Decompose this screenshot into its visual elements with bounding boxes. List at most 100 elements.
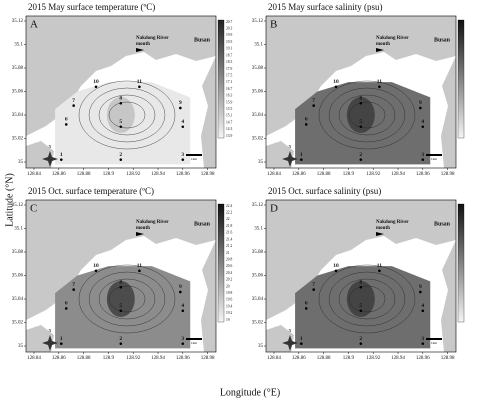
station	[181, 125, 185, 129]
station-label: 1	[300, 152, 303, 158]
station	[378, 269, 381, 273]
colorbar-label: 20.6	[226, 264, 232, 268]
colorbar-label: 19	[226, 318, 230, 322]
map-panel: 2015 May surface salinity (psu) 1 2 3 4 5 6 7 8 9…	[252, 2, 465, 177]
y-tick-label: 35.02	[12, 137, 24, 142]
y-tick-label: 35.06	[252, 90, 264, 95]
colorbar-label: 14.7	[226, 120, 232, 124]
land	[26, 16, 216, 136]
station	[64, 123, 68, 126]
contour-line	[98, 94, 156, 136]
y-axis-label: Latitude (°N)	[4, 173, 15, 227]
station	[119, 285, 123, 289]
colorbar-label: 21.2	[226, 244, 232, 248]
station-label: 4	[421, 303, 424, 309]
scale-label: 1km	[431, 341, 438, 345]
contour-line	[108, 285, 146, 313]
colorbar-label: 17.9	[226, 67, 232, 71]
y-tick-label: 35	[18, 160, 24, 165]
station	[119, 158, 123, 161]
map-frame	[265, 15, 457, 169]
x-tick-label: 128.84	[267, 356, 281, 361]
map: 1 2 3 4 5 6 7 8 9 10 11	[26, 16, 216, 168]
city-label: Busan	[194, 37, 211, 43]
x-tick-label: 128.86	[292, 172, 306, 177]
map: 1 2 3 4 5 6 7 8 9 10 11	[26, 200, 216, 352]
colorbar-label: 15.9	[226, 100, 232, 104]
station-label: 10	[333, 79, 339, 85]
station-label: 9	[179, 100, 182, 106]
station	[419, 290, 422, 294]
station-label: 10	[93, 79, 99, 85]
contour-line	[108, 101, 146, 129]
y-tick-label: 35	[18, 344, 24, 349]
river-arrow	[136, 48, 144, 52]
colorbar-label: 21.8	[226, 224, 232, 228]
colorbar-label: 19.5	[226, 40, 232, 44]
panel-title: 2015 May surface salinity (psu)	[268, 2, 382, 12]
map-panel: 2015 Oct. surface salinity (psu) 1 2 3 4 5 6 7 8…	[252, 186, 465, 361]
station-label: 7	[312, 98, 315, 104]
x-tick-label: 128.98	[201, 172, 215, 177]
land	[266, 200, 456, 320]
station	[64, 307, 68, 310]
panel-title: 2015 May surface temperature (ºC)	[28, 2, 155, 12]
y-tick-label: 35.02	[252, 321, 264, 326]
colorbar-label: 20.2	[226, 278, 232, 282]
city-label: Busan	[194, 221, 211, 227]
x-tick-label: 128.98	[441, 356, 455, 361]
contour-line	[318, 264, 416, 334]
station-label: 7	[312, 282, 315, 288]
compass-label: N	[289, 144, 292, 149]
y-tick-label: 35.04	[252, 297, 264, 302]
station	[359, 285, 363, 289]
x-tick-label: 128.96	[416, 172, 430, 177]
compass-label: N	[49, 328, 52, 333]
colorbar-label: 21.4	[226, 237, 232, 241]
panel-letter: A	[30, 19, 38, 31]
contour-line	[328, 87, 406, 143]
panel-letter: B	[270, 19, 277, 31]
x-tick-label: 128.98	[201, 356, 215, 361]
station-label: 11	[137, 79, 142, 85]
station-label: 5	[359, 119, 362, 125]
x-tick-label: 128.84	[27, 172, 41, 177]
station-label: 7	[72, 282, 75, 288]
colorbar-label: 20.8	[226, 257, 232, 261]
city-label: Busan	[434, 37, 451, 43]
x-tick-label: 128.92	[126, 172, 140, 177]
station	[59, 158, 63, 161]
y-tick-label: 35.1	[254, 43, 263, 48]
scale-bar	[426, 338, 442, 340]
y-tick-label: 35.06	[12, 274, 24, 279]
station-label: 1	[60, 152, 63, 158]
station-label: 1	[300, 336, 303, 342]
station-label: 8	[359, 280, 362, 286]
y-tick-label: 35.08	[252, 250, 264, 255]
y-tick-label: 35.08	[252, 66, 264, 71]
colorbar-label: 13.9	[226, 134, 232, 138]
y-tick-label: 35.12	[252, 203, 264, 208]
station-label: 7	[72, 98, 75, 104]
station	[72, 288, 75, 291]
compass	[42, 335, 58, 351]
compass	[282, 335, 298, 351]
x-tick-label: 128.86	[292, 356, 306, 361]
land	[201, 56, 216, 168]
contour-line	[338, 278, 396, 320]
river-arrow	[136, 232, 144, 236]
x-tick-label: 128.94	[151, 356, 165, 361]
y-tick-label: 35	[258, 344, 264, 349]
scale-bar	[186, 154, 202, 156]
x-tick-label: 128.92	[126, 356, 140, 361]
map-frame	[25, 15, 217, 169]
contour-line	[78, 80, 176, 150]
station-label: 6	[65, 301, 68, 307]
contour-line	[338, 94, 396, 136]
station	[304, 123, 308, 126]
station	[94, 85, 98, 89]
station-label: 1	[60, 336, 63, 342]
station-label: 5	[119, 303, 122, 309]
x-tick-label: 128.88	[317, 356, 331, 361]
station	[299, 342, 303, 345]
